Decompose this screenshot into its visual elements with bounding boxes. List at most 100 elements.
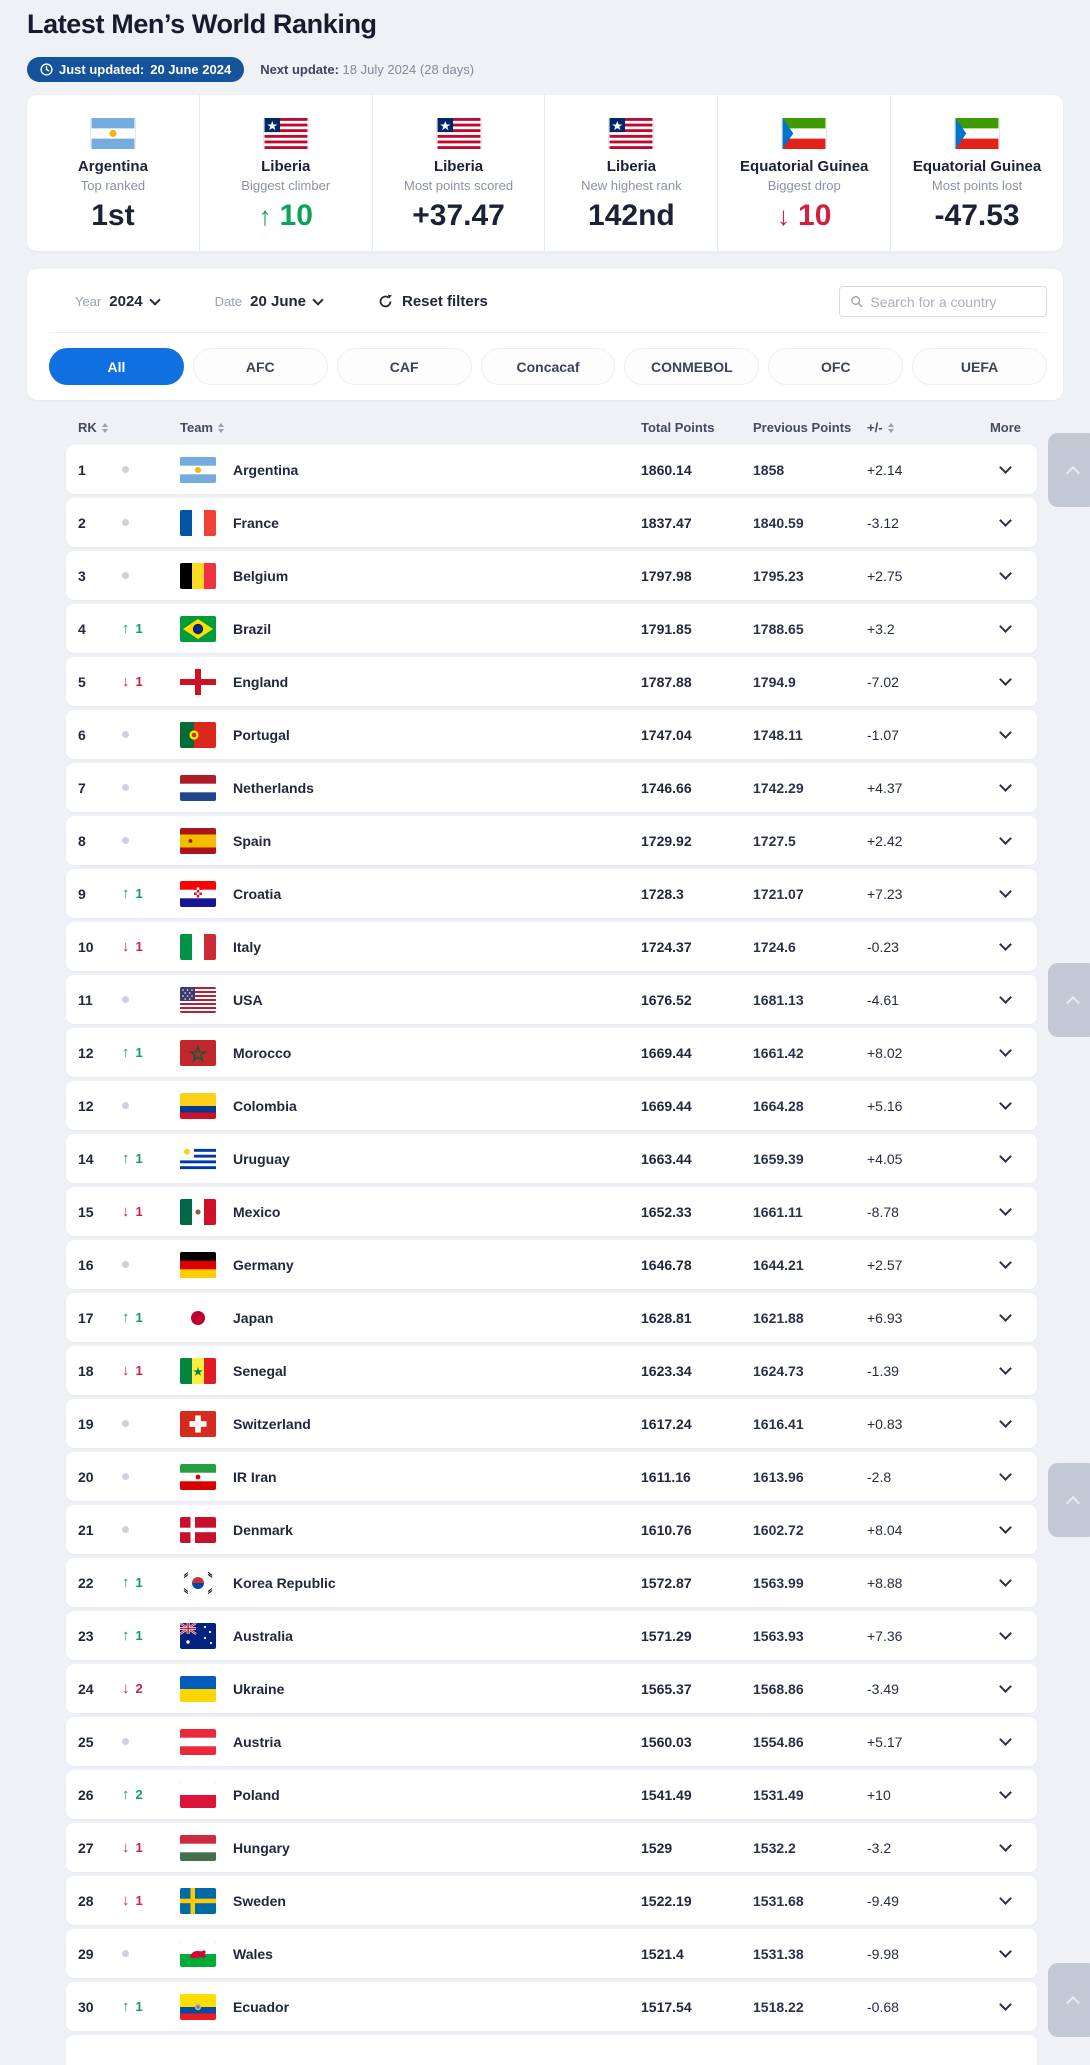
expand-row-button[interactable] xyxy=(989,726,1021,739)
page-title: Latest Men’s World Ranking xyxy=(27,9,377,39)
expand-row-button[interactable] xyxy=(989,1945,1021,1958)
table-row[interactable]: 27 ↓ 1 Hungary 1529 1532.2 -3.2 xyxy=(66,1823,1037,1872)
expand-row-button[interactable] xyxy=(989,620,1021,633)
table-row[interactable]: 18 ↓ 1 Senegal 1623.34 1624.73 -1.39 xyxy=(66,1346,1037,1395)
rank-movement: ↓ 1 xyxy=(122,1893,180,1908)
confederation-tab-caf[interactable]: CAF xyxy=(336,348,472,385)
chevron-down-icon xyxy=(998,514,1012,527)
expand-row-button[interactable] xyxy=(989,673,1021,686)
confederation-tab-all[interactable]: All xyxy=(49,348,184,385)
rank-value: 19 xyxy=(78,1415,94,1432)
table-row[interactable]: 12 Colombia 1669.44 1664.28 +5.16 xyxy=(66,1081,1037,1130)
table-row[interactable]: 19 Switzerland 1617.24 1616.41 +0.83 xyxy=(66,1399,1037,1448)
table-row[interactable]: 24 ↓ 2 Ukraine 1565.37 1568.86 -3.49 xyxy=(66,1664,1037,1713)
confederation-tab-afc[interactable]: AFC xyxy=(192,348,328,385)
table-row[interactable]: 20 IR Iran 1611.16 1613.96 -2.8 xyxy=(66,1452,1037,1501)
table-row[interactable]: 15 ↓ 1 Mexico 1652.33 1661.11 -8.78 xyxy=(66,1187,1037,1236)
expand-row-button[interactable] xyxy=(989,1839,1021,1852)
expand-row-button[interactable] xyxy=(989,1362,1021,1375)
back-to-top-button[interactable] xyxy=(1048,1963,1090,2037)
expand-row-button[interactable] xyxy=(989,885,1021,898)
team-flag-icon xyxy=(180,1198,216,1225)
team-flag-icon xyxy=(180,880,216,907)
header-rank[interactable]: RK xyxy=(78,420,122,435)
table-row[interactable]: 4 ↑ 1 Brazil 1791.85 1788.65 +3.2 xyxy=(66,604,1037,653)
table-row[interactable]: 22 ↑ 1 Korea Republic 1572.87 1563.99 +8.… xyxy=(66,1558,1037,1607)
table-row[interactable]: 23 ↑ 1 Australia 1571.29 1563.93 +7.36 xyxy=(66,1611,1037,1660)
rank-down-icon: ↓ xyxy=(122,673,130,690)
team-flag-icon xyxy=(180,1251,216,1278)
expand-row-button[interactable] xyxy=(989,1574,1021,1587)
expand-row-button[interactable] xyxy=(989,1680,1021,1693)
previous-points: 1531.49 xyxy=(753,1786,804,1803)
expand-row-button[interactable] xyxy=(989,1415,1021,1428)
expand-row-button[interactable] xyxy=(989,991,1021,1004)
reset-filters-button[interactable]: Reset filters xyxy=(378,293,488,310)
table-row[interactable]: 9 ↑ 1 Croatia 1728.3 1721.07 +7.23 xyxy=(66,869,1037,918)
header-points-change[interactable]: +/- xyxy=(867,420,989,435)
header-team[interactable]: Team xyxy=(180,420,641,435)
expand-row-button[interactable] xyxy=(989,1044,1021,1057)
expand-row-button[interactable] xyxy=(989,1309,1021,1322)
confederation-tab-conmebol[interactable]: CONMEBOL xyxy=(624,348,760,385)
table-row[interactable]: 30 ↑ 1 Ecuador 1517.54 1518.22 -0.68 xyxy=(66,1982,1037,2031)
expand-row-button[interactable] xyxy=(989,1998,1021,2011)
table-row[interactable]: 1 Argentina 1860.14 1858 +2.14 xyxy=(66,445,1037,494)
confederation-tab-ofc[interactable]: OFC xyxy=(768,348,904,385)
expand-row-button[interactable] xyxy=(989,1786,1021,1799)
table-row[interactable]: 25 Austria 1560.03 1554.86 +5.17 xyxy=(66,1717,1037,1766)
expand-row-button[interactable] xyxy=(989,1097,1021,1110)
just-updated-date: 20 June 2024 xyxy=(150,62,232,77)
total-points: 1628.81 xyxy=(641,1309,692,1326)
expand-row-button[interactable] xyxy=(989,1203,1021,1216)
total-points: 1797.98 xyxy=(641,567,692,584)
year-select[interactable]: Year 2024 xyxy=(75,293,161,310)
search-input[interactable] xyxy=(870,293,1036,310)
expand-row-button[interactable] xyxy=(989,938,1021,951)
table-row[interactable]: 28 ↓ 1 Sweden 1522.19 1531.68 -9.49 xyxy=(66,1876,1037,1925)
table-row[interactable]: 26 ↑ 2 Poland 1541.49 1531.49 +10 xyxy=(66,1770,1037,1819)
total-points: 1623.34 xyxy=(641,1362,692,1379)
table-row[interactable]: 21 Denmark 1610.76 1602.72 +8.04 xyxy=(66,1505,1037,1554)
expand-row-button[interactable] xyxy=(989,1521,1021,1534)
table-row[interactable]: 17 ↑ 1 Japan 1628.81 1621.88 +6.93 xyxy=(66,1293,1037,1342)
expand-row-button[interactable] xyxy=(989,1733,1021,1746)
expand-row-button[interactable] xyxy=(989,1256,1021,1269)
back-to-top-button[interactable] xyxy=(1048,433,1090,507)
team-name: Mexico xyxy=(233,1203,281,1220)
expand-row-button[interactable] xyxy=(989,832,1021,845)
expand-row-button[interactable] xyxy=(989,567,1021,580)
expand-row-button[interactable] xyxy=(989,514,1021,527)
expand-row-button[interactable] xyxy=(989,1468,1021,1481)
table-row[interactable]: 12 ↑ 1 Morocco 1669.44 1661.42 +8.02 xyxy=(66,1028,1037,1077)
table-row[interactable]: 16 Germany 1646.78 1644.21 +2.57 xyxy=(66,1240,1037,1289)
expand-row-button[interactable] xyxy=(989,1892,1021,1905)
table-row[interactable]: 14 ↑ 1 Uruguay 1663.44 1659.39 +4.05 xyxy=(66,1134,1037,1183)
table-row[interactable]: 3 Belgium 1797.98 1795.23 +2.75 xyxy=(66,551,1037,600)
table-row[interactable]: 6 Portugal 1747.04 1748.11 -1.07 xyxy=(66,710,1037,759)
table-row[interactable]: 29 Wales 1521.4 1531.38 -9.98 xyxy=(66,1929,1037,1978)
back-to-top-button[interactable] xyxy=(1048,1463,1090,1537)
total-points: 1747.04 xyxy=(641,726,692,743)
confederation-tab-concacaf[interactable]: Concacaf xyxy=(480,348,616,385)
expand-row-button[interactable] xyxy=(989,1627,1021,1640)
table-row[interactable]: 2 France 1837.47 1840.59 -3.12 xyxy=(66,498,1037,547)
rank-value: 15 xyxy=(78,1203,94,1220)
date-select[interactable]: Date 20 June xyxy=(215,293,324,310)
expand-row-button[interactable] xyxy=(989,1150,1021,1163)
movement-arrow-icon: ↑ xyxy=(258,200,272,231)
table-row[interactable]: 7 Netherlands 1746.66 1742.29 +4.37 xyxy=(66,763,1037,812)
back-to-top-button[interactable] xyxy=(1048,963,1090,1037)
rank-change-value: 1 xyxy=(135,621,143,636)
expand-row-button[interactable] xyxy=(989,779,1021,792)
table-row[interactable]: 10 ↓ 1 Italy 1724.37 1724.6 -0.23 xyxy=(66,922,1037,971)
table-row[interactable]: 8 Spain 1729.92 1727.5 +2.42 xyxy=(66,816,1037,865)
table-row[interactable]: 5 ↓ 1 England 1787.88 1794.9 -7.02 xyxy=(66,657,1037,706)
expand-row-button[interactable] xyxy=(989,461,1021,474)
table-row[interactable]: 11 USA 1676.52 1681.13 -4.61 xyxy=(66,975,1037,1024)
previous-points: 1568.86 xyxy=(753,1680,804,1697)
confederation-tab-uefa[interactable]: UEFA xyxy=(912,348,1048,385)
update-bar: Just updated: 20 June 2024 Next update: … xyxy=(27,57,1063,82)
stat-label: New highest rank xyxy=(581,177,682,193)
stat-card: Liberia New highest rank 142nd xyxy=(544,95,717,251)
